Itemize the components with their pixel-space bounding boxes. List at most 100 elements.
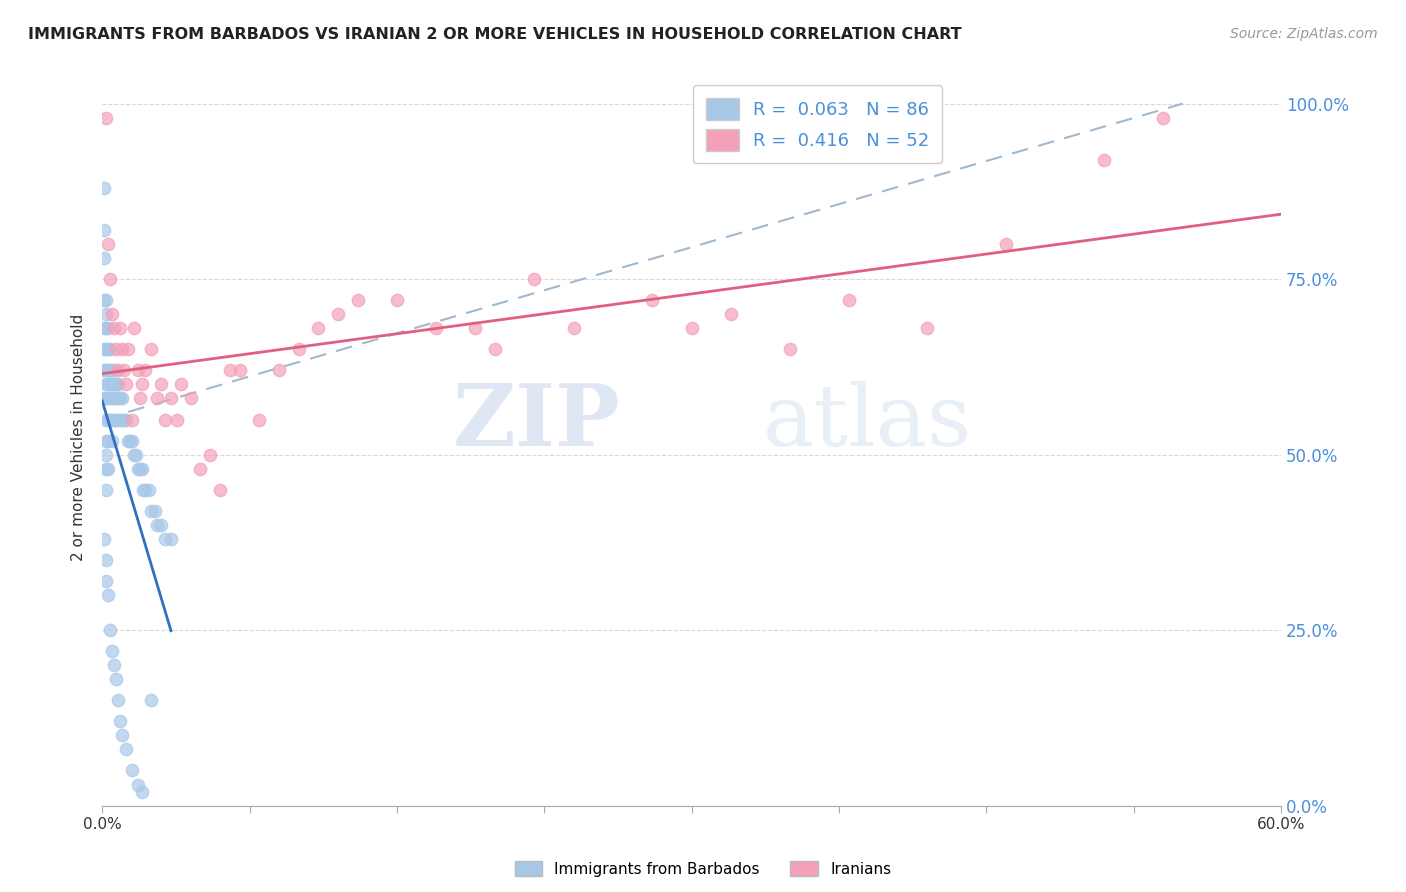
Point (97, 392, 120, 406)
Point (190, 461, 212, 475)
Point (93, 363, 115, 377)
Point (111, 392, 134, 406)
Point (104, 392, 127, 406)
Point (107, 363, 129, 377)
Point (1092, 153, 1115, 167)
Point (121, 434, 143, 448)
Legend: R =  0.063   N = 86, R =  0.416   N = 52: R = 0.063 N = 86, R = 0.416 N = 52 (693, 85, 942, 163)
Point (128, 461, 150, 475)
Point (346, 293, 368, 308)
Point (160, 392, 183, 406)
Point (93, 392, 115, 406)
Point (111, 728, 134, 742)
Point (141, 504, 163, 518)
Legend: Immigrants from Barbados, Iranians: Immigrants from Barbados, Iranians (508, 853, 898, 884)
Point (94, 307, 117, 321)
Point (93, 293, 115, 308)
Point (93, 321, 115, 335)
Point (326, 307, 349, 321)
Point (307, 321, 329, 335)
Text: ZIP: ZIP (453, 380, 621, 465)
Point (94, 483, 117, 497)
Point (994, 237, 1017, 252)
Point (101, 392, 124, 406)
Point (101, 434, 124, 448)
Point (101, 644, 124, 658)
Point (523, 272, 546, 286)
Point (464, 321, 486, 335)
Point (104, 672, 127, 686)
Point (425, 321, 447, 335)
Point (121, 412, 143, 426)
Point (98, 272, 121, 286)
Point (153, 532, 176, 546)
Point (94, 412, 117, 426)
Point (104, 343, 127, 357)
Point (93, 532, 115, 546)
Point (134, 483, 156, 497)
Point (94, 111, 117, 125)
Point (98, 343, 121, 357)
Point (131, 377, 153, 392)
Point (101, 412, 124, 426)
Point (111, 412, 134, 426)
Point (94, 321, 117, 335)
Point (111, 343, 134, 357)
Point (93, 223, 115, 237)
Point (150, 377, 173, 392)
Point (112, 363, 135, 377)
Point (104, 377, 127, 392)
Point (118, 434, 141, 448)
Point (267, 363, 290, 377)
Point (114, 377, 136, 392)
Point (132, 483, 155, 497)
Point (114, 742, 136, 756)
Point (124, 448, 146, 462)
Point (93, 251, 115, 265)
Text: IMMIGRANTS FROM BARBADOS VS IRANIAN 2 OR MORE VEHICLES IN HOUSEHOLD CORRELATION : IMMIGRANTS FROM BARBADOS VS IRANIAN 2 OR… (28, 27, 962, 42)
Point (108, 714, 131, 729)
Point (143, 504, 166, 518)
Point (97, 377, 120, 392)
Point (166, 412, 188, 426)
Point (153, 412, 176, 426)
Point (101, 377, 124, 392)
Point (122, 321, 145, 335)
Point (94, 343, 117, 357)
Point (108, 321, 131, 335)
Point (170, 377, 193, 392)
Point (141, 693, 163, 707)
Point (114, 412, 136, 426)
Point (97, 343, 120, 357)
Point (97, 461, 120, 475)
Point (103, 363, 125, 377)
Point (127, 461, 149, 475)
Point (128, 392, 150, 406)
Point (94, 434, 117, 448)
Point (219, 363, 242, 377)
Point (247, 412, 270, 426)
Point (385, 293, 408, 308)
Point (94, 553, 117, 567)
Point (103, 377, 125, 392)
Point (94, 363, 117, 377)
Point (209, 483, 232, 497)
Point (93, 343, 115, 357)
Point (131, 784, 153, 798)
Point (127, 778, 149, 792)
Point (562, 321, 585, 335)
Point (779, 343, 801, 357)
Point (97, 412, 120, 426)
Point (98, 392, 121, 406)
Point (917, 321, 939, 335)
Point (107, 377, 129, 392)
Point (93, 181, 115, 195)
Point (720, 307, 742, 321)
Point (103, 658, 125, 673)
Point (97, 434, 120, 448)
Point (98, 377, 121, 392)
Point (150, 517, 173, 532)
Point (97, 321, 120, 335)
Point (138, 483, 160, 497)
Point (101, 363, 124, 377)
